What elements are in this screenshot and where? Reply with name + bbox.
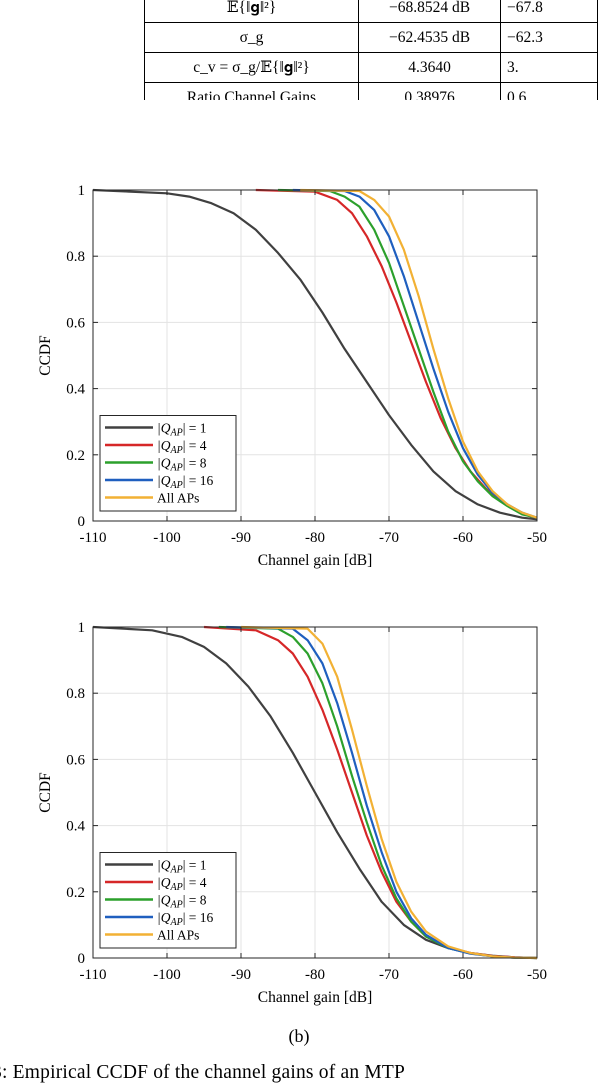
y-tick-label: 1 [78,183,86,199]
y-tick-label: 0.6 [66,315,85,331]
x-tick-label: -100 [153,530,181,546]
table-row: Ratio Channel Gains 0.38976 0.6 [144,82,598,100]
x-tick-label: -60 [453,530,473,546]
figure-caption: 3: Empirical CCDF of the channel gains o… [0,1062,406,1083]
table-row: 𝔼{‖𝐠‖²} −68.8524 dB −67.8 [144,0,598,23]
row-label: 𝔼{‖𝐠‖²} [144,0,359,23]
statistics-table-area: 𝔼{‖𝐠‖²} −68.8524 dB −67.8 σ_g −62.4535 d… [0,0,598,100]
x-tick-label: -60 [453,967,473,983]
row-label: Ratio Channel Gains [144,82,359,100]
y-axis-label: CCDF [37,772,54,813]
panel-b-caption: (b) [288,1026,310,1046]
y-tick-label: 1 [78,620,86,636]
value-cell: 0.6 [500,82,598,100]
x-tick-label: -50 [527,530,547,546]
series-line [277,188,538,519]
x-tick-label: -50 [527,967,547,983]
x-tick-label: -110 [80,530,107,546]
legend-label: |QAP| = 8 [157,893,207,911]
x-tick-label: -90 [231,530,251,546]
value-cell: −62.4535 dB [358,22,501,53]
series-line [92,188,538,521]
x-tick-label: -70 [379,530,399,546]
value-cell: 0.38976 [358,82,501,100]
series-line [203,625,538,960]
row-label: c_v = σ_g/𝔼{‖𝐠‖²} [144,52,359,83]
value-cell: −67.8 [500,0,598,23]
series-line [300,188,538,519]
y-tick-label: 0 [78,951,86,967]
y-axis-label: CCDF [37,335,54,376]
series-line [226,625,538,960]
x-tick-label: -80 [305,967,325,983]
legend-label: |QAP| = 16 [157,473,214,491]
legend-label: All APs [157,491,199,506]
value-cell: 4.3640 [358,52,501,83]
ccdf-chart-a: -110 -100 -90 -80 -70 -60 -50 0 0.2 0.4 0.6 0.8 1 Cha… [37,183,547,569]
value-cell: −62.3 [500,22,598,53]
statistics-table: 𝔼{‖𝐠‖²} −68.8524 dB −67.8 σ_g −62.4535 d… [144,0,598,100]
x-axis-label: Channel gain [dB] [258,989,373,1006]
series-line [218,625,538,960]
ccdf-chart-b: -110 -100 -90 -80 -70 -60 -50 0 0.2 0.4 0.6 0.8 1 Cha… [37,620,547,1006]
x-tick-label: -90 [231,967,251,983]
row-label: σ_g [144,22,359,53]
series-line [240,625,538,960]
x-tick-label: -100 [153,967,181,983]
y-tick-label: 0.8 [66,686,85,702]
legend-label: All APs [157,928,199,943]
y-tick-label: 0.4 [66,382,85,398]
legend-label: |QAP| = 8 [157,456,207,474]
y-tick-label: 0.2 [66,885,85,901]
value-cell: 3. [500,52,598,83]
table-row: c_v = σ_g/𝔼{‖𝐠‖²} 4.3640 3. [144,52,598,83]
value-cell: −68.8524 dB [358,0,501,23]
y-tick-label: 0.2 [66,448,85,464]
x-axis-label: Channel gain [dB] [258,552,373,569]
legend-label: |QAP| = 4 [157,438,207,456]
y-tick-label: 0.8 [66,249,85,265]
legend-label: |QAP| = 16 [157,910,214,928]
y-tick-label: 0 [78,514,86,530]
series-line [255,188,538,519]
legend: |QAP| = 1|QAP| = 4|QAP| = 8|QAP| = 16All… [99,852,237,949]
legend-label: |QAP| = 1 [157,858,207,876]
x-tick-label: -80 [305,530,325,546]
y-tick-label: 0.4 [66,819,85,835]
legend: |QAP| = 1|QAP| = 4|QAP| = 8|QAP| = 16All… [99,415,237,512]
y-tick-label: 0.6 [66,752,85,768]
table-row: σ_g −62.4535 dB −62.3 [144,22,598,53]
legend-label: |QAP| = 4 [157,875,207,893]
x-tick-label: -110 [80,967,107,983]
x-tick-label: -70 [379,967,399,983]
legend-label: |QAP| = 1 [157,421,207,439]
